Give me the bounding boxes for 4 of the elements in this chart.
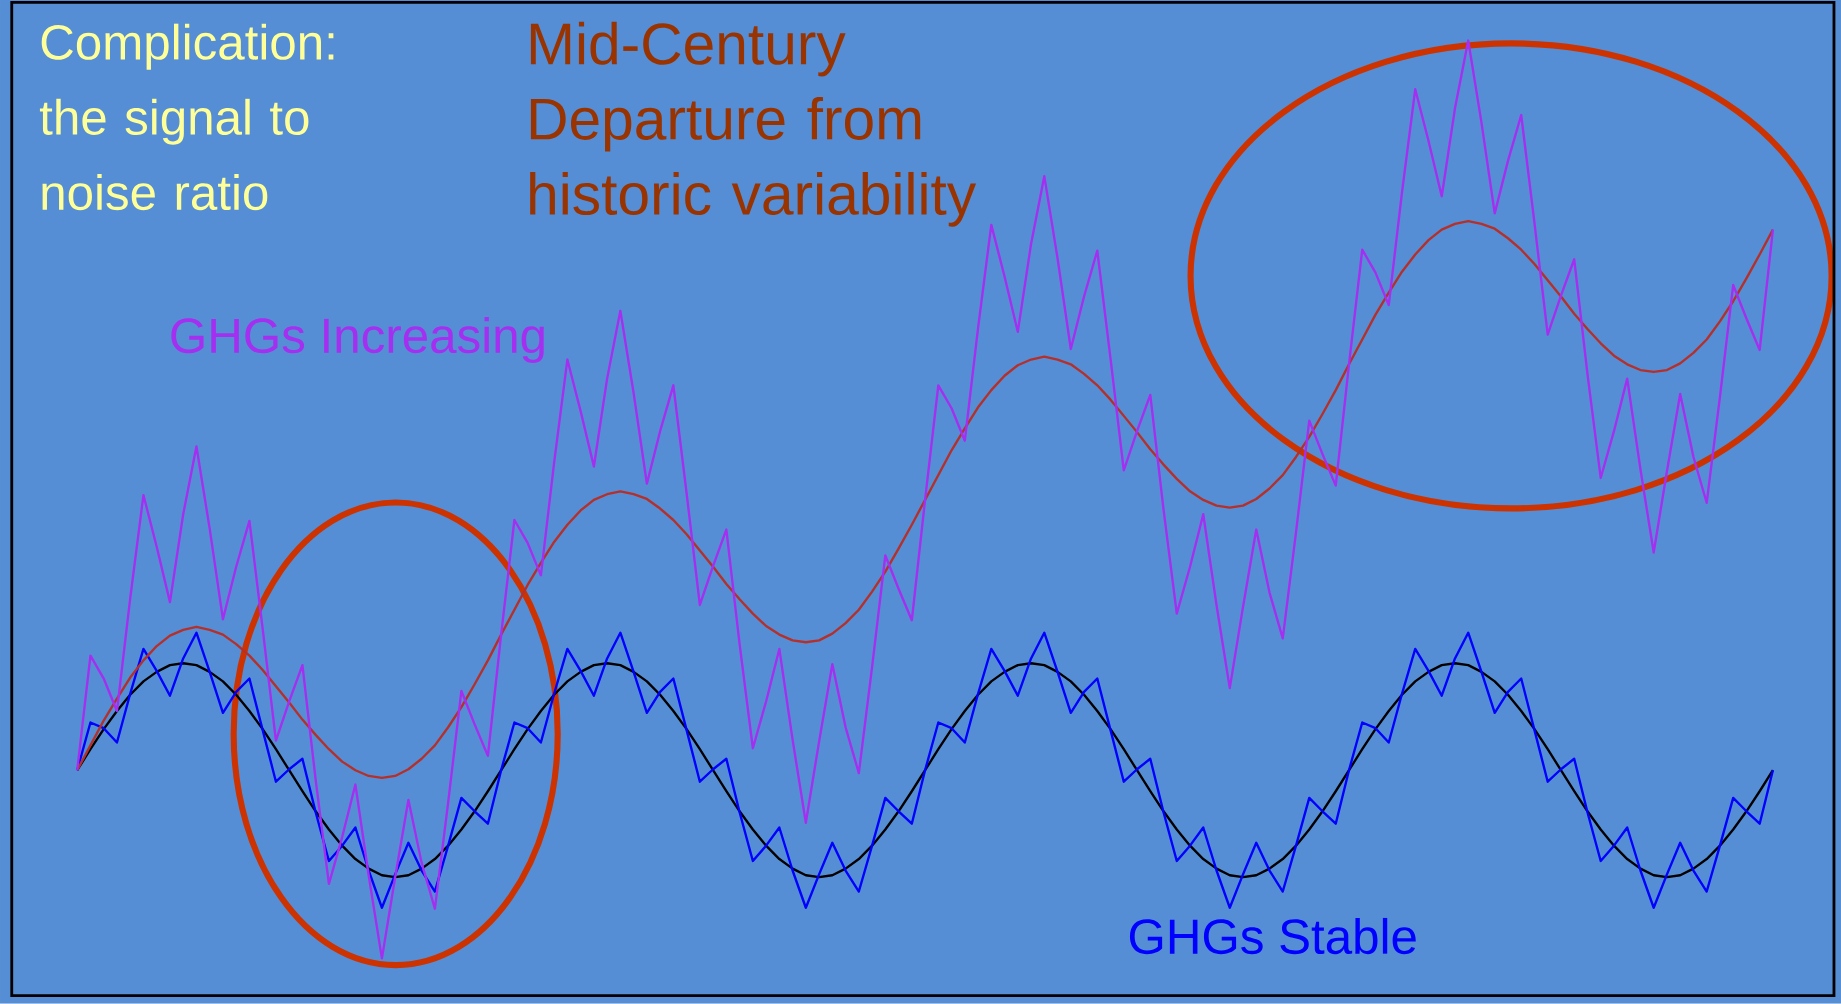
series-label: GHGs Stable (1129, 918, 1416, 955)
annotation: Mid-Century Departure from historic variability (530, 21, 977, 227)
series-label: GHGs Increasing (171, 317, 544, 364)
annotation: Complication: the signal to noise ratio (39, 23, 334, 211)
